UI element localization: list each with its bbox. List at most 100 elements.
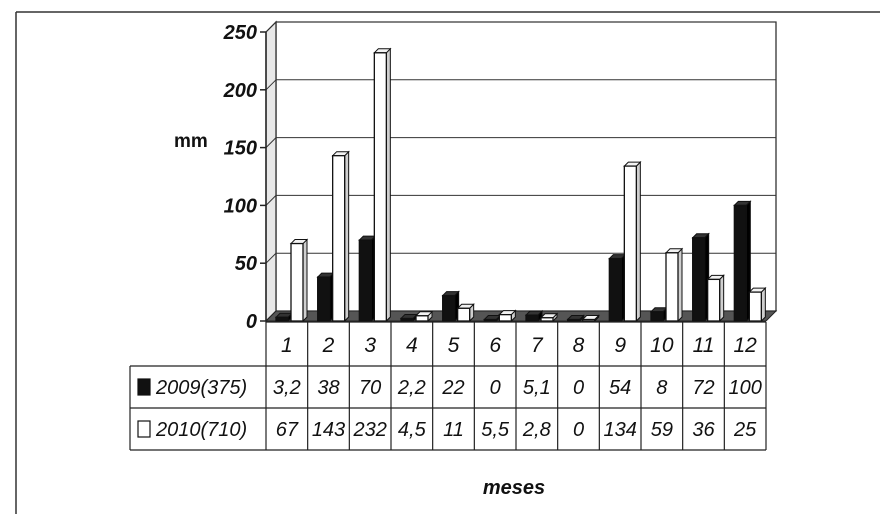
table-value: 72 (692, 377, 714, 399)
plot-floor (264, 310, 778, 322)
table-value: 54 (609, 377, 631, 399)
bar (524, 309, 544, 323)
gridline-side (265, 21, 277, 33)
bar (748, 286, 767, 323)
bar (581, 314, 600, 323)
bar-front (567, 318, 581, 322)
table-value: 232 (352, 419, 386, 441)
bar (706, 274, 725, 323)
bar-front (373, 52, 387, 322)
legend-label: 2010(710) (155, 419, 247, 441)
gridline-side (265, 137, 277, 148)
bar-front (692, 237, 706, 322)
bar-front (498, 313, 512, 322)
y-tick-label: 200 (223, 80, 257, 102)
table-value: 0 (490, 377, 501, 399)
bar-front (442, 294, 456, 322)
table-value: 4,5 (398, 419, 427, 441)
table-value: 25 (733, 419, 757, 441)
table-value: 0 (573, 419, 584, 441)
plot-side-wall (265, 20, 277, 323)
bar (483, 314, 502, 323)
x-tick-label: 9 (614, 334, 626, 357)
legend-label: 2009(375) (155, 377, 247, 399)
y-tick-label: 50 (235, 253, 257, 275)
table-value: 2,2 (397, 377, 426, 399)
bar-front (707, 278, 721, 322)
bar-front (290, 242, 304, 322)
bar-front (623, 165, 637, 322)
table-value: 70 (359, 377, 381, 399)
table-value: 59 (651, 419, 673, 441)
bar (274, 312, 294, 323)
table-value: 11 (443, 419, 464, 441)
x-tick-label: 12 (733, 334, 757, 357)
bar (456, 303, 475, 323)
bar-front (650, 311, 664, 322)
y-tick-label: 250 (223, 22, 257, 44)
bar (373, 47, 392, 323)
y-tick-label: 150 (224, 138, 257, 160)
bar (358, 234, 377, 323)
x-tick-label: 10 (650, 334, 674, 357)
x-tick-label: 8 (573, 334, 585, 357)
bar-front (317, 276, 331, 322)
bar-front (332, 155, 346, 322)
legend-swatch (137, 420, 151, 438)
bar-front (608, 257, 622, 322)
x-tick-label: 2 (322, 334, 335, 357)
bar (566, 314, 585, 323)
y-tick-label: 100 (224, 195, 257, 217)
bar (664, 247, 684, 323)
x-tick-label: 5 (448, 334, 460, 357)
table-value: 100 (728, 377, 761, 399)
x-tick-label: 1 (281, 334, 293, 357)
table-value: 5,5 (481, 419, 510, 441)
bar (331, 150, 350, 323)
bar (733, 200, 752, 323)
bar (608, 253, 627, 323)
bar-front (415, 315, 429, 322)
bar (498, 309, 517, 323)
table-value: 67 (276, 419, 299, 441)
bar (414, 310, 434, 323)
table-value: 8 (656, 377, 667, 399)
y-tick-label: 0 (246, 311, 257, 333)
table-value: 38 (317, 377, 339, 399)
table-value: 36 (692, 419, 715, 441)
table-value: 134 (603, 419, 636, 441)
x-tick-label: 4 (406, 334, 418, 357)
legend-swatch (137, 378, 151, 396)
bar (316, 271, 335, 323)
plot-area (264, 20, 778, 323)
bar-front (733, 204, 747, 322)
bar-front (457, 307, 471, 322)
bar (539, 312, 559, 323)
x-tick-label: 11 (693, 334, 715, 357)
gridline-side (265, 79, 277, 91)
bar-front (748, 291, 762, 322)
gridline-side (265, 195, 277, 206)
bar-front (540, 317, 554, 322)
bar (649, 306, 669, 323)
bar-front (582, 318, 596, 322)
bar (441, 290, 460, 323)
bar-front (358, 239, 372, 322)
bar-front (400, 317, 414, 322)
table-value: 5,1 (523, 377, 551, 399)
bar (399, 313, 419, 323)
bar-front (483, 318, 497, 322)
gridline-side (265, 252, 277, 264)
table-value: 3,2 (273, 377, 301, 399)
bar (623, 160, 642, 323)
table-value: 143 (312, 419, 345, 441)
bar-front (275, 316, 289, 322)
x-axis-label: meses (483, 477, 545, 499)
bar-front (525, 314, 539, 322)
x-tick-label: 6 (489, 334, 501, 357)
table-value: 0 (573, 377, 584, 399)
bar (691, 232, 710, 323)
y-axis: 0 50 100 150 200 250 (223, 22, 267, 333)
